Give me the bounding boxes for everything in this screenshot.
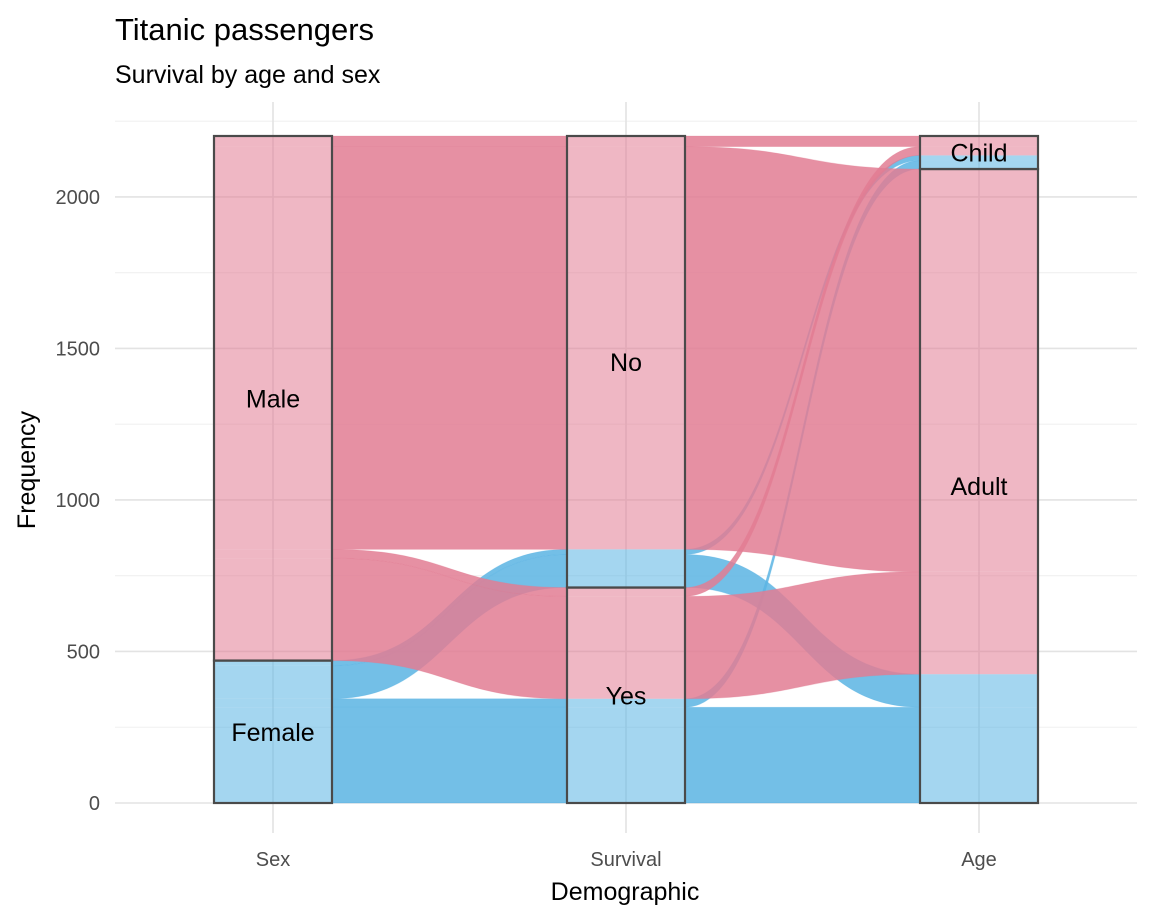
x-axis-title: Demographic [551, 878, 700, 906]
lode-fill [567, 587, 685, 597]
chart-subtitle: Survival by age and sex [115, 61, 381, 89]
lode-fill [920, 674, 1038, 708]
stratum-box [565, 134, 687, 589]
stratum-label: Yes [606, 682, 647, 710]
stratum-label: Female [231, 719, 314, 747]
lode-fill [567, 698, 685, 708]
lode-fill [214, 698, 332, 708]
lode-fill [214, 136, 332, 147]
x-tick-label: Sex [256, 849, 290, 871]
flow-ribbon [331, 698, 568, 708]
lode-fill [567, 596, 685, 699]
lode-fill [920, 571, 1038, 675]
lode-fill [214, 665, 332, 699]
stratum-box [918, 134, 1040, 171]
x-tick-label: Survival [590, 849, 661, 871]
lode-fill [920, 155, 1038, 161]
lode-fill [567, 554, 685, 588]
lode-fill [567, 549, 685, 555]
flow-ribbon [684, 706, 921, 804]
lode-fill [920, 707, 1038, 803]
lode-fill [920, 169, 1038, 572]
lode-fill [214, 146, 332, 550]
y-tick-label: 1500 [56, 338, 101, 360]
y-tick-label: 500 [67, 641, 100, 663]
stratum-box [212, 134, 334, 662]
strata: Female Male Yes No Adult Child [212, 134, 1040, 805]
flow-ribbon [331, 146, 568, 550]
lode-fill [214, 707, 332, 803]
flow-ribbon [684, 135, 921, 148]
x-tick-label: Age [961, 849, 997, 871]
lode-fill [214, 549, 332, 559]
lode-fill [567, 146, 685, 550]
lode-fill [214, 558, 332, 661]
flow-ribbon [684, 146, 921, 573]
flows [331, 135, 921, 804]
stratum-label: Adult [951, 473, 1008, 501]
flow-ribbon [331, 135, 568, 148]
axis-ticks: 0 500 1000 1500 2000 Sex Survival Age [56, 187, 997, 871]
lode-fill [920, 160, 1038, 170]
flow-ribbon [331, 706, 568, 804]
y-tick-label: 2000 [56, 187, 101, 209]
y-tick-label: 1000 [56, 490, 101, 512]
stratum-label: No [610, 349, 642, 377]
lode-fill [920, 136, 1038, 147]
y-tick-label: 0 [89, 793, 100, 815]
lode-fill [567, 136, 685, 147]
lode-fill [920, 146, 1038, 156]
stratum-label: Male [246, 385, 300, 413]
chart-title: Titanic passengers [115, 12, 374, 47]
lode-fill [214, 660, 332, 666]
lode-fill [567, 707, 685, 803]
stratum-label: Child [951, 140, 1008, 168]
y-axis-title: Frequency [13, 410, 41, 529]
